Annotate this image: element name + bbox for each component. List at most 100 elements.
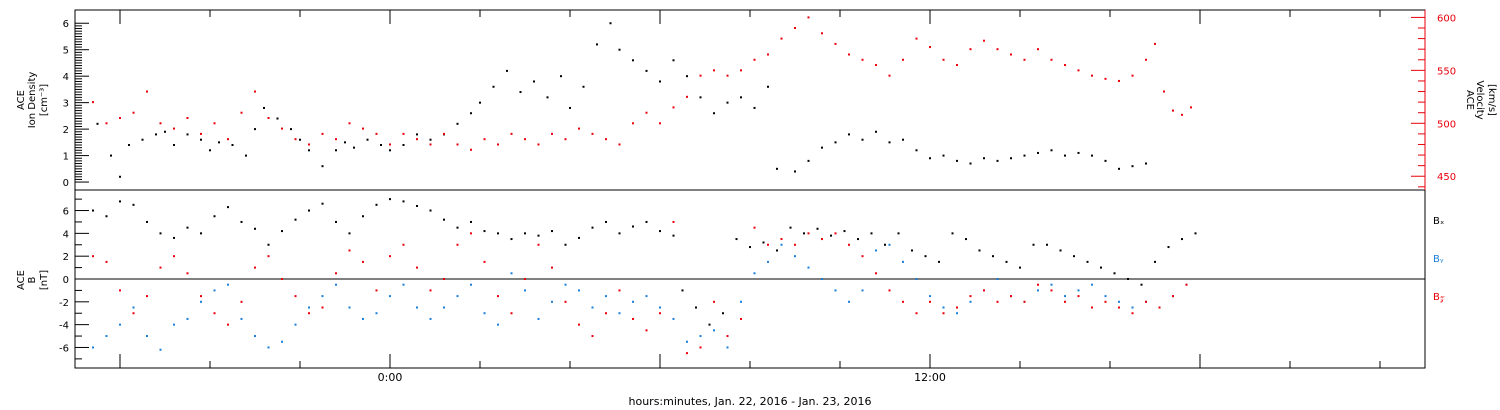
density-point	[245, 154, 247, 157]
density-point	[276, 117, 279, 120]
density-point	[353, 146, 355, 149]
b-point	[578, 289, 580, 292]
velocity-point	[335, 138, 337, 141]
density-point	[1037, 151, 1039, 154]
density-point	[492, 85, 495, 88]
density-point	[713, 112, 715, 115]
density-point	[767, 85, 769, 88]
b-y-tick-label: 6	[63, 207, 69, 218]
b-point	[254, 227, 256, 230]
b-point	[713, 329, 715, 332]
b-point	[254, 335, 256, 338]
velocity-point	[456, 143, 459, 146]
b-point	[992, 255, 994, 258]
velocity-point	[1077, 69, 1080, 72]
density-point	[902, 138, 904, 141]
b-point	[294, 218, 297, 221]
density-point	[1145, 162, 1147, 165]
b-point	[1194, 232, 1197, 235]
b-point	[389, 295, 391, 298]
y-left-tick-label: 6	[63, 19, 69, 30]
b-point	[254, 266, 256, 269]
b-y-tick-label: 2	[63, 252, 69, 263]
velocity-point	[321, 132, 324, 135]
density-point	[119, 175, 121, 178]
density-point	[186, 133, 189, 136]
b-point	[1158, 306, 1161, 309]
b-point	[213, 215, 216, 218]
legend-label: Bₓ	[1433, 216, 1444, 227]
density-point	[560, 75, 562, 78]
density-point	[645, 69, 648, 72]
b-point	[551, 266, 553, 269]
velocity-point	[983, 39, 985, 42]
b-point	[159, 348, 162, 351]
b-point	[186, 272, 189, 275]
velocity-point	[591, 132, 594, 135]
density-point	[389, 149, 391, 152]
density-point	[456, 122, 459, 125]
velocity-point	[807, 16, 810, 19]
b-point	[938, 260, 940, 263]
b-point	[618, 312, 621, 315]
b-point	[510, 312, 513, 315]
legend-label: B𝓏	[1433, 292, 1445, 303]
b-y-label-line1: ACE	[16, 270, 27, 290]
b-point	[483, 230, 486, 233]
b-point	[722, 312, 724, 315]
b-point	[749, 246, 751, 249]
velocity-point	[929, 46, 931, 49]
b-point	[1113, 272, 1116, 275]
density-point	[335, 149, 337, 152]
b-point	[888, 289, 891, 292]
b-point	[564, 243, 567, 246]
b-point	[416, 204, 418, 207]
b-point	[308, 209, 310, 212]
b-point	[821, 238, 823, 241]
density-point	[1010, 157, 1012, 160]
b-point	[186, 317, 189, 320]
b-point	[767, 260, 769, 263]
density-point	[834, 141, 837, 144]
b-point	[659, 230, 661, 233]
b-point	[321, 295, 324, 298]
density-point	[429, 138, 432, 141]
b-point	[456, 226, 459, 229]
y-right-tick-label: 550	[1437, 66, 1456, 77]
b-point	[173, 255, 175, 258]
velocity-point	[1181, 113, 1183, 116]
b-point	[1073, 255, 1075, 258]
b-point	[726, 335, 729, 338]
b-point	[537, 234, 540, 237]
velocity-point	[1163, 90, 1165, 93]
x-tick-label: 0:00	[378, 371, 403, 384]
b-point	[699, 335, 702, 338]
b-point	[591, 335, 594, 338]
b-point	[695, 306, 697, 309]
b-point	[1037, 289, 1039, 292]
velocity-point	[132, 111, 135, 114]
velocity-point	[564, 138, 567, 141]
b-point	[965, 238, 967, 241]
velocity-point	[1050, 58, 1053, 61]
density-point	[969, 162, 972, 165]
density-point	[929, 157, 931, 160]
b-point	[1059, 249, 1062, 252]
b-point	[857, 238, 859, 241]
b-point	[92, 255, 94, 258]
b-point	[942, 306, 945, 309]
b-point	[213, 312, 216, 315]
b-point	[672, 220, 675, 223]
y-right-label-line1: ACE	[1464, 90, 1475, 110]
b-point	[708, 323, 711, 326]
density-point	[1118, 167, 1120, 170]
b-point	[92, 209, 94, 212]
velocity-point	[1190, 106, 1192, 109]
b-point	[996, 300, 999, 303]
velocity-point	[605, 138, 607, 141]
b-point	[902, 300, 904, 303]
b-point	[830, 234, 832, 237]
y-left-tick-label: 2	[63, 125, 69, 136]
b-point	[969, 295, 972, 298]
b-point	[497, 295, 499, 298]
